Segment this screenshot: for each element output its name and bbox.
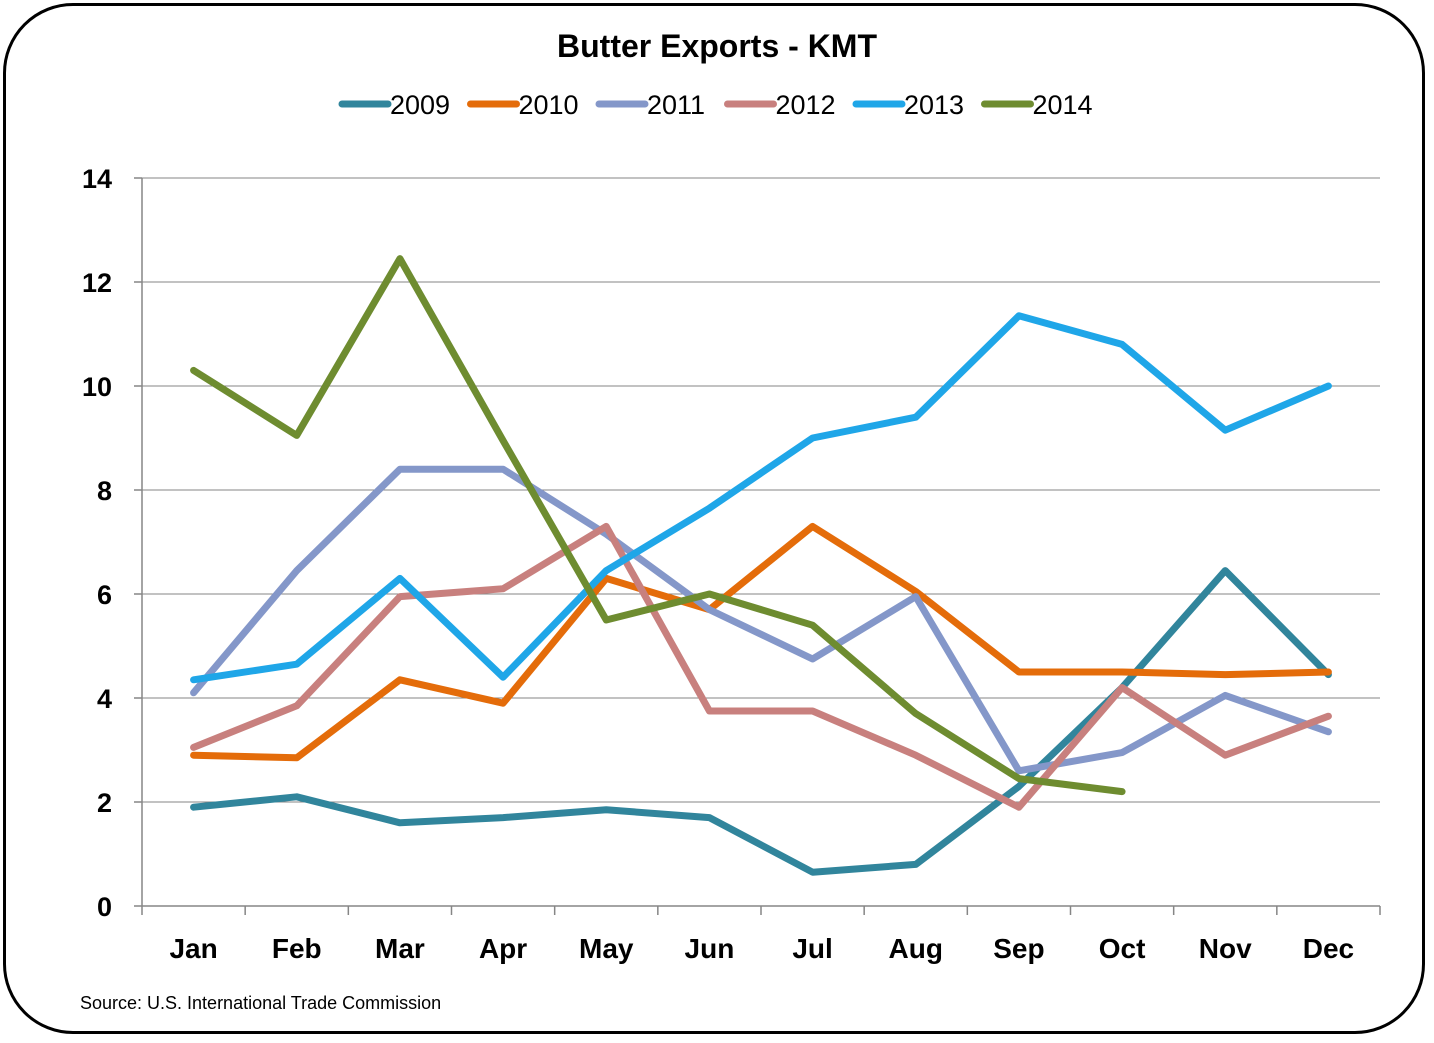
y-tick-label: 14 xyxy=(82,164,112,194)
series-line-2009 xyxy=(190,567,1332,876)
x-tick-label: Sep xyxy=(993,933,1044,964)
x-tick-label: Feb xyxy=(272,933,322,964)
x-tick-label: Jan xyxy=(169,933,217,964)
y-tick-label: 0 xyxy=(97,892,112,922)
y-axis-ticks: 0 2 4 6 8 10 12 14 xyxy=(82,164,142,922)
series-line-2011 xyxy=(190,465,1332,775)
legend-label-2013: 2013 xyxy=(904,90,964,120)
x-tick-label: Mar xyxy=(375,933,425,964)
legend-label-2010: 2010 xyxy=(519,90,579,120)
y-tick-label: 12 xyxy=(82,268,112,298)
x-tick-label: Oct xyxy=(1099,933,1146,964)
x-tick-label: Aug xyxy=(889,933,943,964)
series-line-2012 xyxy=(190,522,1332,811)
legend-label-2009: 2009 xyxy=(390,90,450,120)
legend: 2009 2010 2011 2012 2013 2014 xyxy=(338,90,1093,120)
y-tick-label: 6 xyxy=(97,580,112,610)
y-tick-label: 2 xyxy=(97,788,112,818)
y-tick-label: 10 xyxy=(82,372,112,402)
x-tick-label: Jul xyxy=(792,933,832,964)
x-tick-label: Dec xyxy=(1303,933,1354,964)
y-tick-label: 4 xyxy=(97,684,112,714)
x-tick-label: Jun xyxy=(685,933,735,964)
source-note: Source: U.S. International Trade Commiss… xyxy=(80,993,441,1013)
legend-label-2011: 2011 xyxy=(647,90,705,120)
legend-label-2014: 2014 xyxy=(1033,90,1093,120)
y-tick-label: 8 xyxy=(97,476,112,506)
chart-frame xyxy=(3,3,1425,1034)
chart-title: Butter Exports - KMT xyxy=(557,28,877,64)
x-tick-label: Nov xyxy=(1199,933,1252,964)
series-line-2013 xyxy=(190,312,1332,684)
gridlines xyxy=(142,177,1380,803)
x-tick-label: May xyxy=(579,933,634,964)
series-lines xyxy=(190,255,1332,876)
x-tick-label: Apr xyxy=(479,933,527,964)
x-axis-ticks: Jan Feb Mar Apr May Jun Jul Aug Sep Oct Nov Dec xyxy=(141,906,1381,964)
series-line-2014 xyxy=(190,255,1126,796)
legend-label-2012: 2012 xyxy=(776,90,836,120)
series-line-2010 xyxy=(190,522,1332,762)
